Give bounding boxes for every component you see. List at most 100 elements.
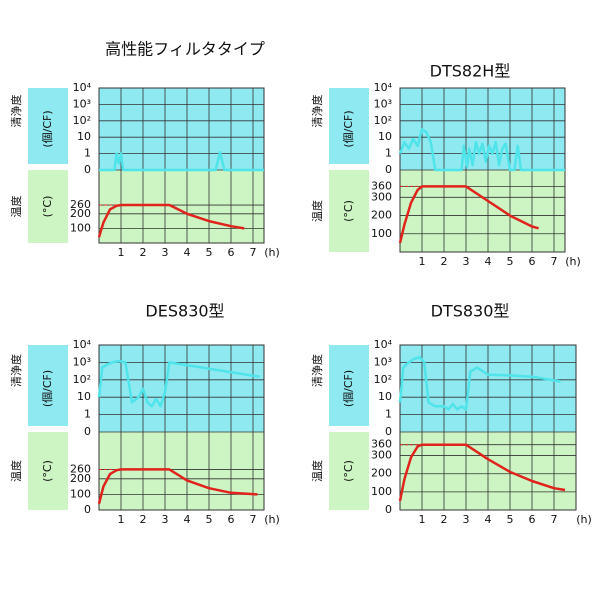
y2-tick-label: 200: [70, 472, 91, 485]
y-tick-label: 10⁴: [374, 338, 393, 351]
y2-label: 温度: [310, 460, 324, 482]
y-tick-label: 10: [378, 390, 392, 403]
x-tick-label: 7: [250, 513, 257, 526]
y-tick-label: 0: [84, 163, 91, 176]
y2-tick-label: 100: [70, 221, 91, 234]
y-tick-label: 1: [385, 147, 392, 160]
data-line: [97, 468, 258, 505]
temperature-label-box: [28, 432, 68, 510]
x-tick-label: 2: [140, 513, 147, 526]
y-tick-label: 10³: [374, 355, 392, 368]
x-tick-label: 1: [419, 255, 426, 268]
temperature-label-box: [329, 170, 369, 252]
chart-title: DTS830型: [431, 302, 510, 321]
x-tick-label: 5: [206, 246, 213, 259]
y2-tick-label: 100: [70, 487, 91, 500]
y2-tick-label: 0: [385, 503, 392, 516]
y-label-unit: (個/CF): [41, 370, 54, 407]
x-tick-label: 6: [228, 513, 235, 526]
y2-tick-label: 300: [371, 190, 392, 203]
x-tick-label: 6: [529, 513, 536, 526]
x-tick-label: 4: [485, 513, 492, 526]
y2-tick-label: 260: [70, 198, 91, 211]
y-tick-label: 1: [385, 408, 392, 421]
y-tick-label: 0: [385, 425, 392, 438]
plot-frame: [98, 87, 265, 244]
cleanliness-area: [400, 88, 565, 170]
cleanliness-area: [99, 345, 264, 432]
y2-tick-label: 200: [70, 207, 91, 220]
x-axis-label: (h): [264, 513, 280, 526]
x-tick-label: 3: [463, 513, 470, 526]
data-line: [97, 203, 245, 238]
x-tick-label: 4: [184, 246, 191, 259]
x-tick-label: 1: [118, 246, 125, 259]
y-tick-label: 10⁴: [73, 338, 92, 351]
y2-label: 温度: [310, 200, 324, 222]
y2-tick-label: 300: [371, 449, 392, 462]
y-label: 清浄度: [310, 95, 324, 128]
y2-tick-label: 200: [371, 209, 392, 222]
y-tick-label: 10³: [73, 97, 91, 110]
y-tick-label: 10⁴: [374, 81, 393, 94]
cleanliness-label-box: [329, 88, 369, 164]
x-tick-label: 3: [162, 513, 169, 526]
x-tick-label: 2: [441, 513, 448, 526]
plot-frame: [98, 344, 265, 511]
y-tick-label: 10³: [374, 97, 392, 110]
chart-title: DTS82H型: [430, 62, 511, 81]
y-label: 清浄度: [9, 95, 23, 128]
y-tick-label: 10²: [73, 373, 91, 386]
data-line: [97, 359, 260, 408]
temperature-area: [400, 170, 565, 252]
x-tick-label: 4: [485, 255, 492, 268]
y-tick-label: 10: [378, 130, 392, 143]
y-tick-label: 10: [77, 390, 91, 403]
y-tick-label: 1: [84, 408, 91, 421]
temperature-label-box: [329, 432, 369, 510]
x-tick-label: 2: [140, 246, 147, 259]
y-label-unit: (個/CF): [342, 110, 355, 147]
y2-label: 温度: [9, 196, 23, 218]
cleanliness-label-box: [329, 345, 369, 426]
x-tick-label: 5: [206, 513, 213, 526]
chart-title: 高性能フィルタタイプ: [105, 40, 265, 59]
y2-label-unit: (°C): [41, 196, 54, 218]
y-label: 清浄度: [9, 354, 23, 387]
data-line: [99, 151, 264, 172]
y2-tick-label: 360: [371, 179, 392, 192]
x-tick-label: 2: [441, 255, 448, 268]
y-tick-label: 0: [84, 425, 91, 438]
data-line: [398, 185, 539, 244]
x-tick-label: 5: [507, 255, 514, 268]
temperature-area: [99, 432, 264, 510]
x-axis-label: (h): [576, 513, 592, 526]
x-tick-label: 4: [184, 513, 191, 526]
x-axis-label: (h): [565, 255, 581, 268]
chart-title: DES830型: [145, 302, 224, 321]
x-axis-label: (h): [264, 246, 280, 259]
y2-label-unit: (°C): [41, 460, 54, 482]
y2-tick-label: 0: [84, 503, 91, 516]
data-line: [398, 128, 565, 172]
y-tick-label: 0: [385, 163, 392, 176]
x-tick-label: 3: [162, 246, 169, 259]
x-tick-label: 5: [507, 513, 514, 526]
y-label: 清浄度: [310, 354, 324, 387]
y-label-unit: (個/CF): [342, 370, 355, 407]
y2-label: 温度: [9, 460, 23, 482]
x-tick-label: 6: [228, 246, 235, 259]
y-tick-label: 10⁴: [73, 81, 92, 94]
y-tick-label: 10²: [374, 373, 392, 386]
x-tick-label: 7: [250, 246, 257, 259]
y2-tick-label: 360: [371, 438, 392, 451]
cleanliness-label-box: [28, 345, 68, 426]
y-tick-label: 1: [84, 147, 91, 160]
y-tick-label: 10²: [73, 114, 91, 127]
y-tick-label: 10: [77, 130, 91, 143]
y2-tick-label: 260: [70, 462, 91, 475]
data-line: [398, 443, 566, 502]
y2-tick-label: 200: [371, 467, 392, 480]
